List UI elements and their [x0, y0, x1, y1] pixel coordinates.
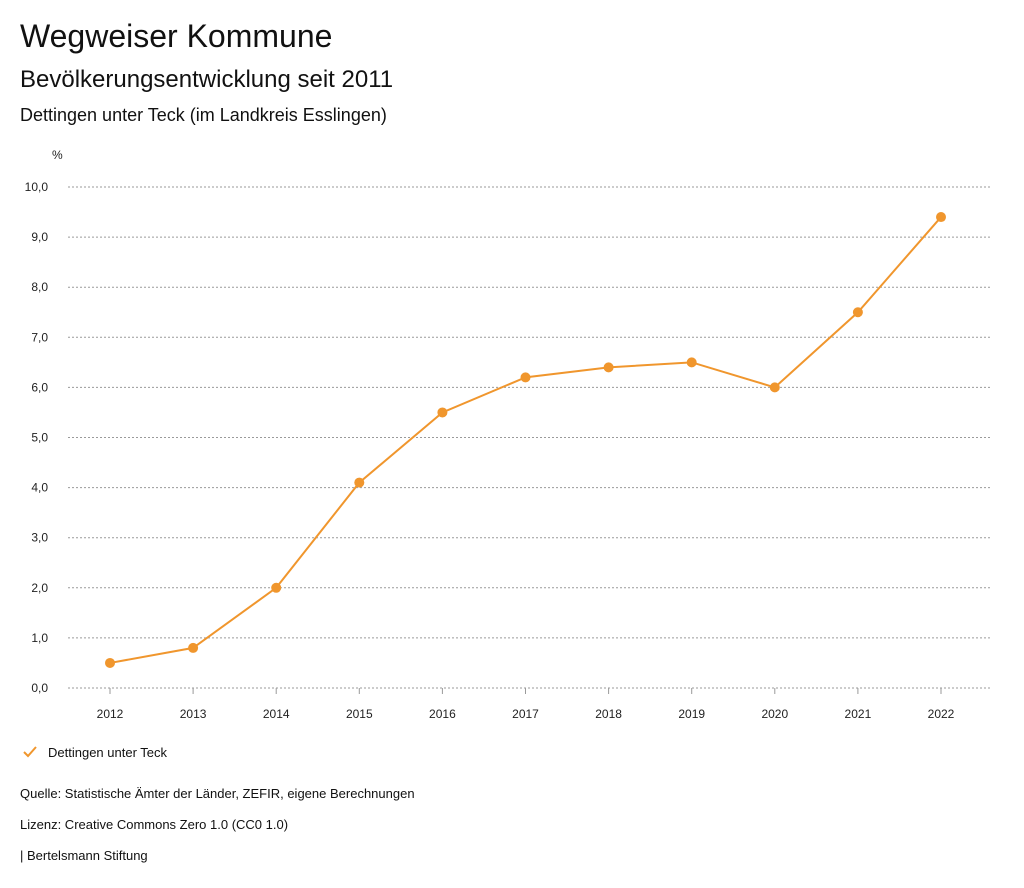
page-subtitle: Bevölkerungsentwicklung seit 2011 — [20, 66, 394, 93]
x-tick-label: 2021 — [845, 707, 872, 721]
region-title: Dettingen unter Teck (im Landkreis Essli… — [20, 105, 387, 125]
data-point — [354, 477, 365, 488]
x-tick-label: 2015 — [346, 707, 373, 721]
page-title: Wegweiser Kommune — [20, 18, 333, 54]
data-point — [105, 657, 115, 668]
x-tick-label: 2013 — [180, 707, 207, 721]
data-point — [686, 357, 697, 368]
y-tick-label: 7,0 — [31, 330, 48, 344]
y-tick-label: 1,0 — [31, 631, 48, 645]
x-tick-label: 2017 — [512, 707, 539, 721]
legend-label: Dettingen unter Teck — [48, 744, 167, 760]
x-tick-label: 2020 — [761, 707, 788, 721]
x-tick-label: 2016 — [429, 707, 456, 721]
y-tick-label: 2,0 — [31, 581, 48, 595]
data-point — [437, 407, 448, 418]
y-tick-label: 9,0 — [31, 230, 48, 244]
x-tick-label: 2019 — [678, 707, 705, 721]
data-point — [769, 382, 780, 393]
series-line — [109, 216, 942, 664]
y-tick-label: 6,0 — [31, 380, 48, 394]
y-tick-label: 10,0 — [25, 180, 49, 194]
data-point — [271, 582, 282, 593]
y-tick-label: 0,0 — [31, 681, 48, 695]
x-tick-label: 2014 — [263, 707, 290, 721]
y-tick-label: 3,0 — [31, 531, 48, 545]
data-point — [603, 362, 614, 373]
x-tick-label: 2012 — [97, 707, 124, 721]
y-tick-label: 8,0 — [31, 280, 48, 294]
source-note: Quelle: Statistische Ämter der Länder, Z… — [20, 786, 415, 801]
y-tick-label: 5,0 — [31, 431, 48, 445]
line-chart: % 0,0 1,0 2,0 3,0 4,0 5,0 6,0 7,0 8,0 9,0 10,0 2012 2… — [25, 148, 990, 721]
y-tick-label: 4,0 — [31, 481, 48, 495]
credit-note: | Bertelsmann Stiftung — [20, 848, 148, 863]
data-point — [852, 307, 863, 318]
y-axis-unit: % — [52, 148, 63, 162]
x-tick-label: 2018 — [595, 707, 622, 721]
check-icon — [23, 746, 37, 758]
chart-legend[interactable]: Dettingen unter Teck — [22, 744, 167, 760]
data-point — [936, 212, 946, 223]
data-point — [188, 642, 199, 653]
x-tick-label: 2022 — [928, 707, 955, 721]
license-note: Lizenz: Creative Commons Zero 1.0 (CC0 1… — [20, 817, 289, 832]
data-point — [520, 372, 531, 383]
